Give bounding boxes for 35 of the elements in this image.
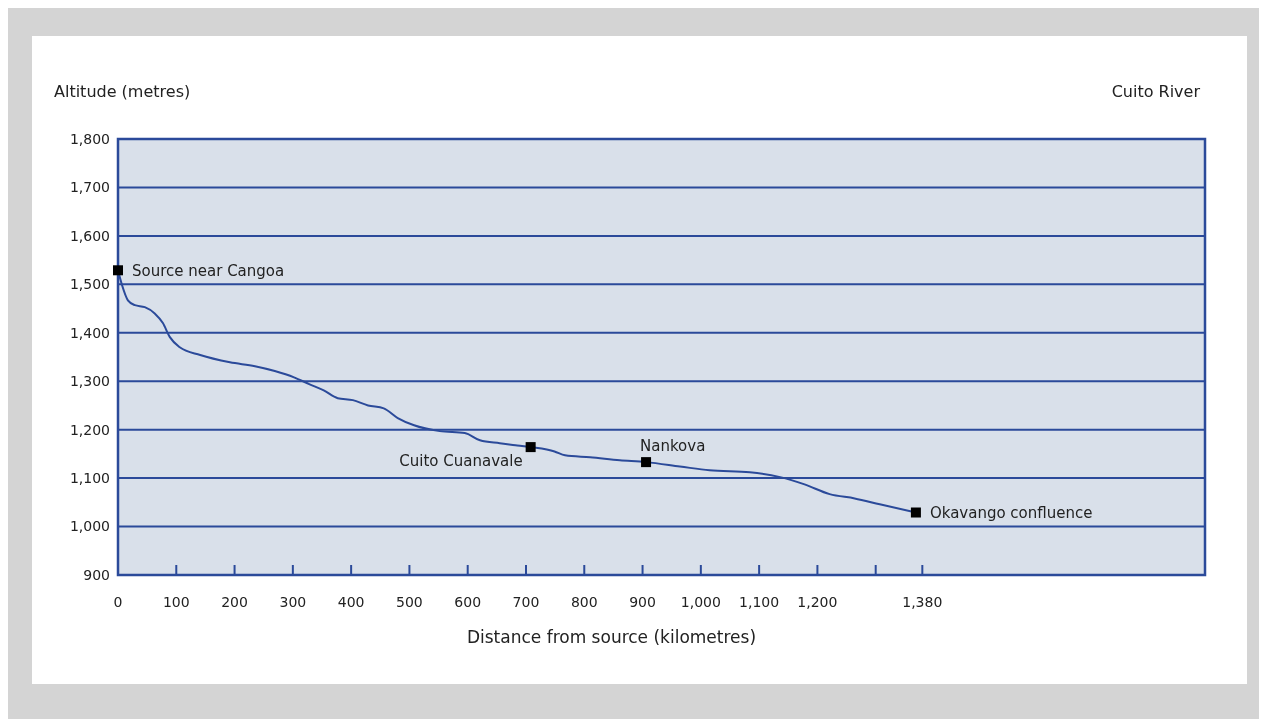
y-tick-label: 1,000	[69, 518, 110, 535]
y-tick-label: 900	[83, 566, 110, 583]
x-tick-label: 200	[221, 594, 248, 610]
annotation: Cuito Cuanavale	[399, 452, 523, 471]
annotation: Nankova	[640, 437, 706, 456]
x-tick-label: 1,100	[739, 594, 780, 610]
x-axis-title: Distance from source (kilometres)	[466, 627, 757, 647]
point	[525, 442, 536, 453]
y-tick-label: 1,700	[69, 179, 110, 196]
point	[113, 265, 123, 276]
y-tick-label: 1,300	[69, 373, 110, 390]
x-tick-label: 300	[279, 594, 307, 610]
y-tick-label: 1,400	[69, 324, 110, 341]
x-tick-label: 1,380	[902, 594, 943, 610]
x-tick-label: 700	[512, 594, 540, 610]
chart-title: Cuito River	[1111, 82, 1201, 101]
y-axis-title: Altitude (metres)	[54, 82, 191, 101]
x-tick-label: 1,200	[797, 594, 838, 610]
y-tick-label: 1,600	[69, 227, 110, 244]
y-tick-label: 1,200	[69, 421, 110, 438]
y-tick-label: 1,100	[69, 470, 110, 487]
y-tick-label: 1,500	[69, 276, 110, 293]
x-tick-label: 1,000	[680, 594, 721, 610]
x-tick-label: 800	[570, 594, 598, 610]
x-tick-label: 0	[113, 594, 123, 610]
x-tick-label: 600	[454, 594, 482, 610]
y-tick-label: 1,800	[69, 130, 110, 147]
point	[910, 507, 921, 518]
x-tick-label: 400	[337, 594, 365, 610]
annotation: Source near Cangoa	[132, 261, 285, 280]
point	[641, 457, 652, 468]
x-tick-label: 500	[396, 594, 423, 610]
annotation: Okavango confluence	[929, 503, 1093, 522]
x-tick-label: 100	[162, 594, 190, 610]
x-tick-label: 900	[629, 594, 656, 610]
